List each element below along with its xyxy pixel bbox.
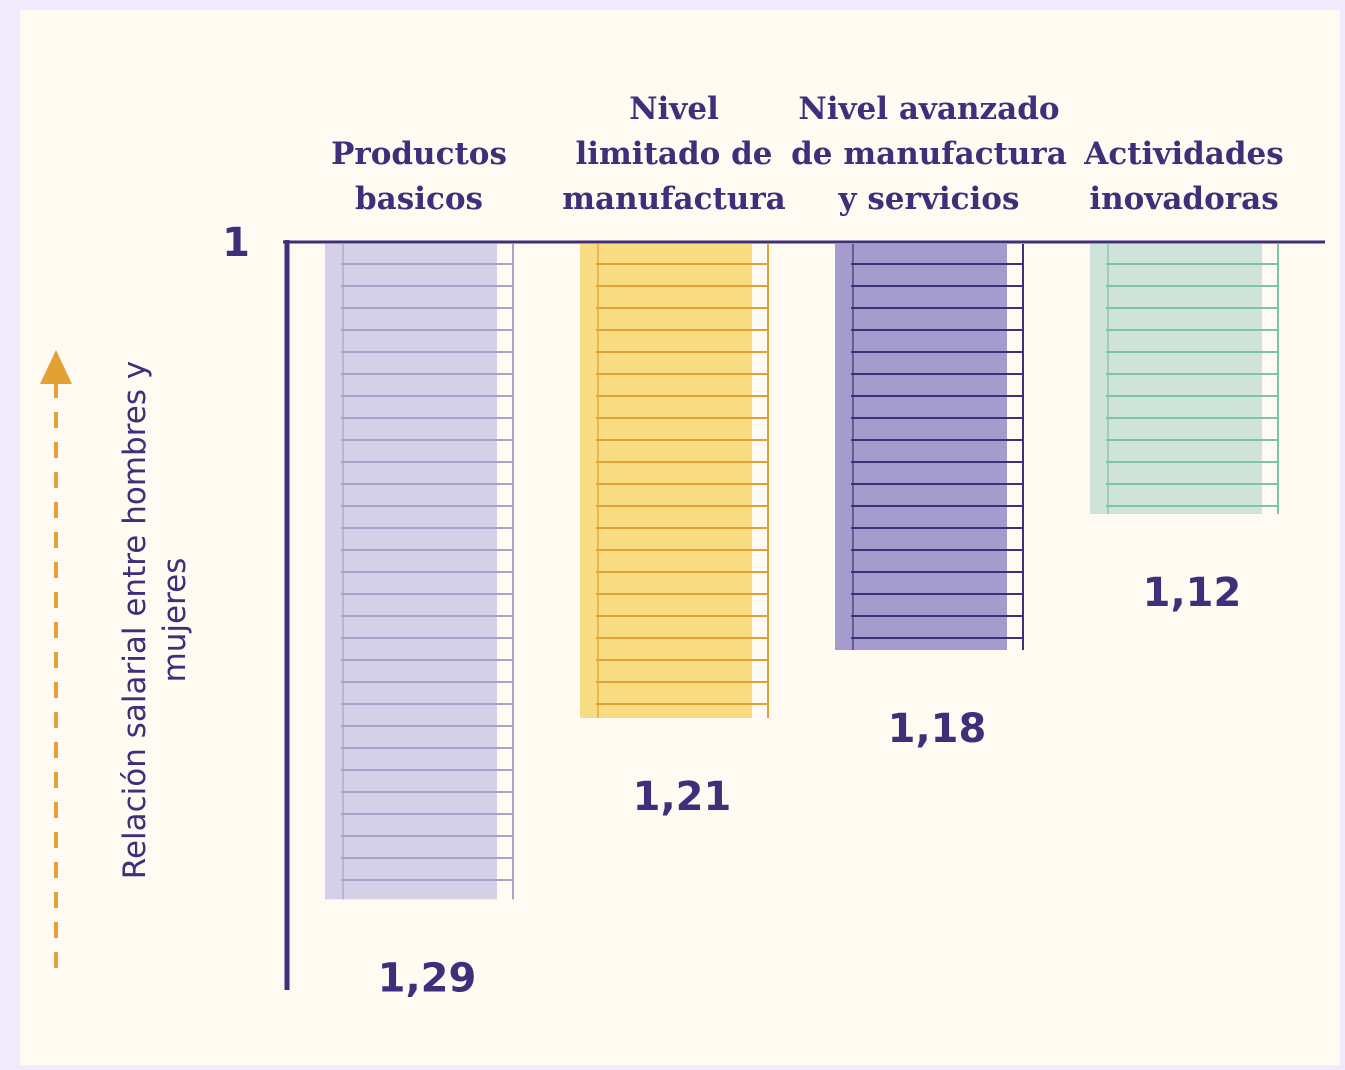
- category-label: Actividades inovadoras: [1084, 136, 1284, 217]
- category-label: Productos basicos: [331, 136, 507, 217]
- value-label: 1,29: [378, 955, 477, 1001]
- category-label: Nivel avanzado de manufactura y servicio…: [791, 91, 1067, 217]
- y-tick-label: 1: [222, 220, 250, 266]
- arrow-head: [40, 350, 72, 384]
- bar: [580, 244, 752, 718]
- y-axis-label: Relación salarial entre hombres y mujere…: [117, 360, 193, 880]
- bar: [1090, 244, 1262, 514]
- bar: [835, 244, 1007, 650]
- value-label: 1,18: [888, 706, 987, 752]
- category-label: Nivel limitado de manufactura: [562, 91, 786, 217]
- value-label: 1,21: [633, 774, 732, 820]
- value-label: 1,12: [1143, 570, 1242, 616]
